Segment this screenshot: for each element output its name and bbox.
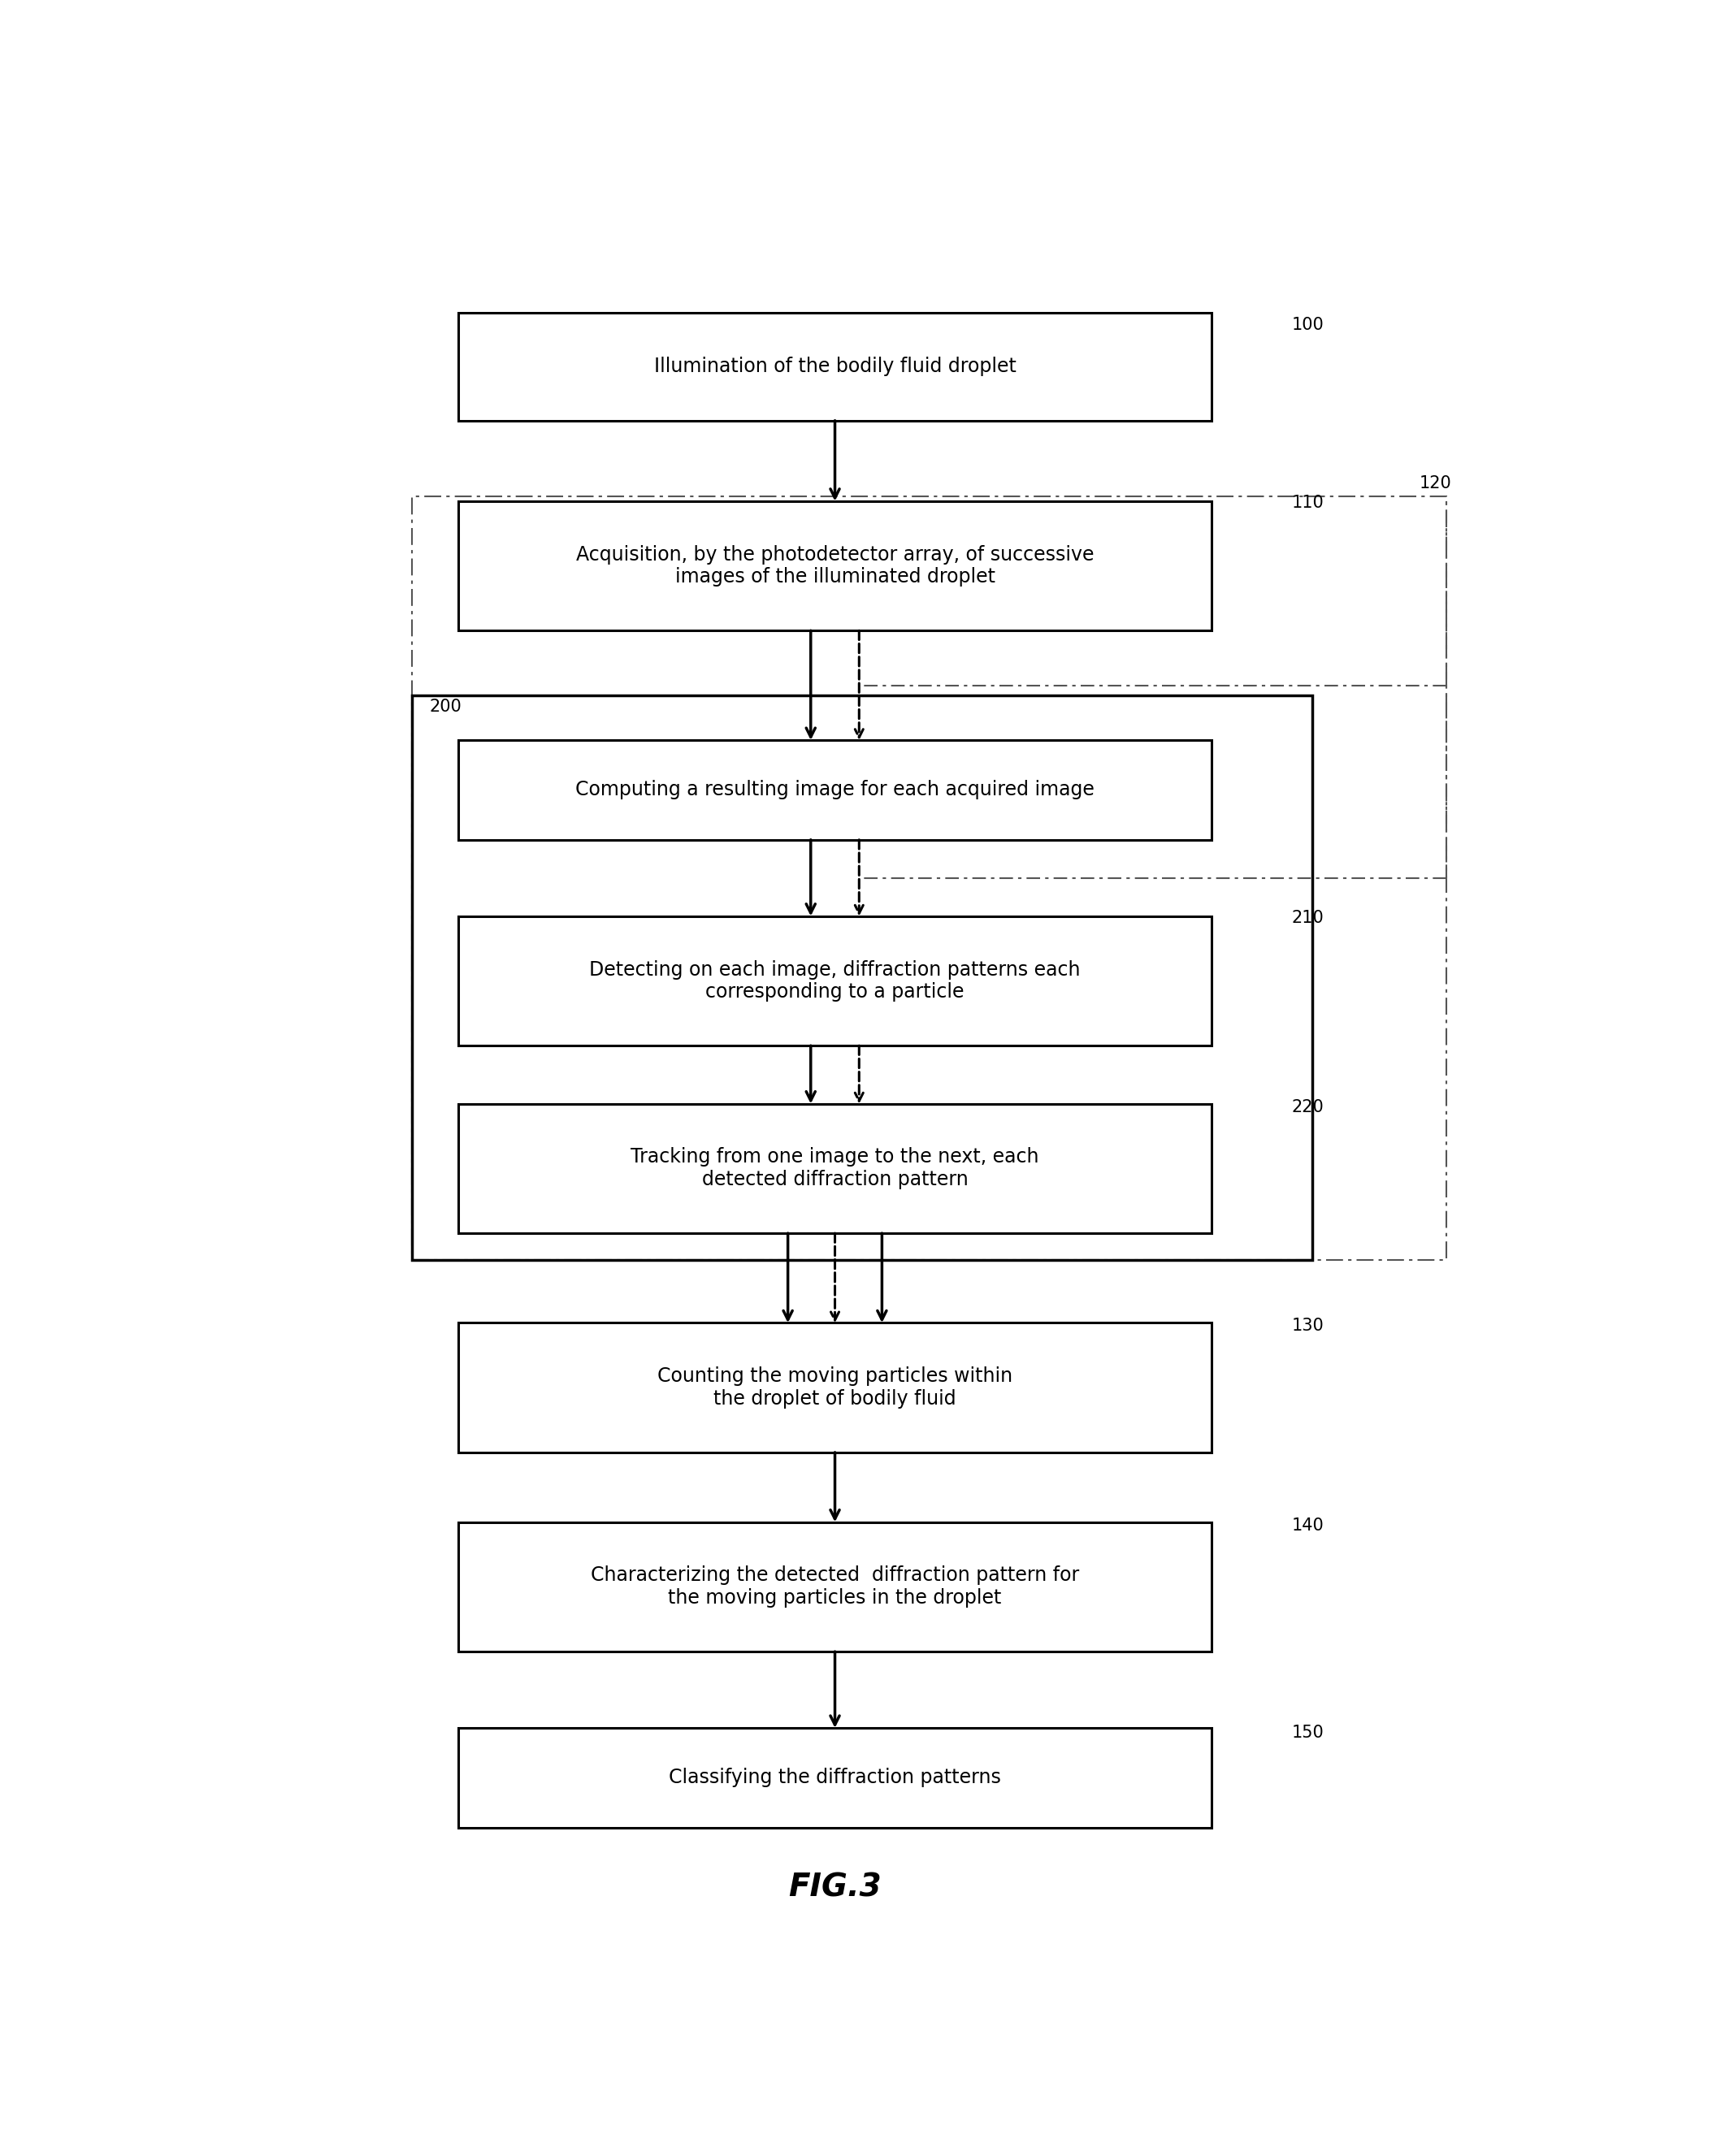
Text: 220: 220 (1292, 1100, 1325, 1115)
Text: 110: 110 (1292, 494, 1325, 511)
Text: 100: 100 (1292, 317, 1325, 332)
Text: 200: 200 (428, 699, 461, 716)
FancyBboxPatch shape (458, 740, 1212, 841)
Text: 140: 140 (1292, 1518, 1325, 1533)
Text: 150: 150 (1292, 1725, 1325, 1740)
FancyBboxPatch shape (458, 1324, 1212, 1453)
Text: Characterizing the detected  diffraction pattern for
the moving particles in the: Characterizing the detected diffraction … (591, 1565, 1079, 1608)
Text: Detecting on each image, diffraction patterns each
corresponding to a particle: Detecting on each image, diffraction pat… (590, 959, 1080, 1003)
Text: 120: 120 (1420, 474, 1451, 492)
Text: Computing a resulting image for each acquired image: Computing a resulting image for each acq… (576, 780, 1094, 800)
FancyBboxPatch shape (458, 1727, 1212, 1828)
Text: Classifying the diffraction patterns: Classifying the diffraction patterns (669, 1768, 1001, 1787)
Text: 130: 130 (1292, 1317, 1325, 1335)
Text: FIG.3: FIG.3 (789, 1871, 881, 1904)
Text: Tracking from one image to the next, each
detected diffraction pattern: Tracking from one image to the next, eac… (631, 1147, 1039, 1190)
FancyBboxPatch shape (458, 916, 1212, 1046)
Text: Counting the moving particles within
the droplet of bodily fluid: Counting the moving particles within the… (657, 1367, 1013, 1408)
FancyBboxPatch shape (458, 1522, 1212, 1651)
Text: 210: 210 (1292, 910, 1325, 925)
Text: Illumination of the bodily fluid droplet: Illumination of the bodily fluid droplet (654, 358, 1016, 377)
FancyBboxPatch shape (458, 313, 1212, 420)
FancyBboxPatch shape (458, 500, 1212, 630)
Text: Acquisition, by the photodetector array, of successive
images of the illuminated: Acquisition, by the photodetector array,… (576, 545, 1094, 586)
FancyBboxPatch shape (458, 1104, 1212, 1233)
